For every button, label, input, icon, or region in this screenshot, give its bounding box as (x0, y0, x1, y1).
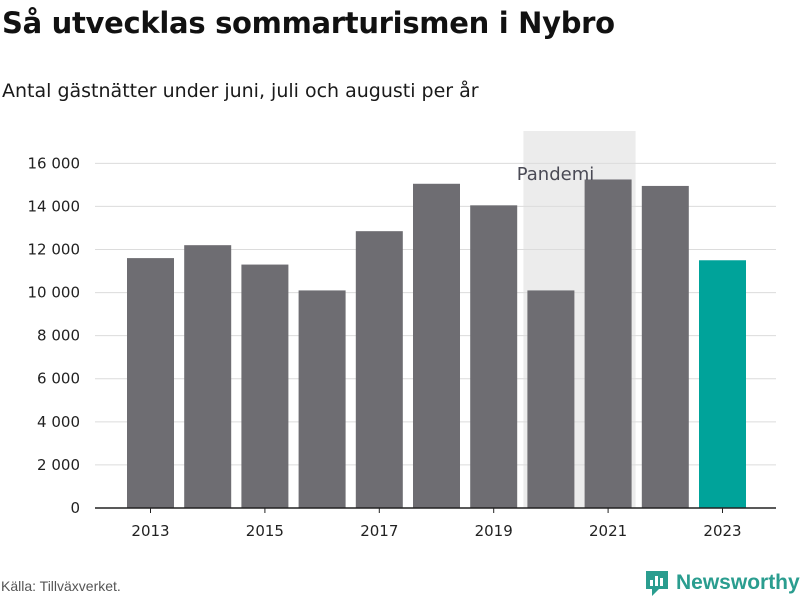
bar-2015 (241, 264, 289, 508)
bar-2013 (127, 258, 174, 508)
x-tick-label: 2013 (131, 522, 169, 540)
y-tick-label: 2 000 (37, 456, 80, 474)
x-tick-label: 2021 (589, 522, 627, 540)
x-tick-label: 2019 (475, 522, 513, 540)
bar-2022 (641, 185, 689, 509)
x-tick-label: 2017 (360, 522, 398, 540)
brand-logo: Newsworthy (644, 569, 800, 597)
y-tick-label: 0 (70, 499, 80, 517)
chart-subtitle: Antal gästnätter under juni, juli och au… (2, 80, 479, 102)
y-tick-label: 12 000 (28, 240, 81, 258)
bar-2014 (184, 245, 232, 509)
y-tick-label: 6 000 (37, 370, 80, 388)
bar-2016 (298, 290, 346, 508)
brand-name: Newsworthy (676, 571, 800, 594)
y-tick-label: 10 000 (28, 284, 81, 302)
bar-2023 (699, 260, 746, 508)
bar-2017 (355, 231, 403, 508)
bar-2018 (413, 183, 460, 508)
x-tick-label: 2023 (703, 522, 741, 540)
pandemic-label: Pandemi (517, 164, 595, 185)
x-tick-label: 2015 (246, 522, 284, 540)
y-tick-label: 8 000 (37, 327, 80, 345)
chart-title: Så utvecklas sommarturismen i Nybro (2, 6, 615, 40)
bar-2019 (470, 205, 518, 508)
y-tick-label: 14 000 (28, 197, 81, 215)
newsworthy-logo-icon (646, 571, 668, 596)
bar-2020 (527, 290, 575, 508)
bar-2021 (584, 179, 632, 508)
y-tick-label: 4 000 (37, 413, 80, 431)
source-note: Källa: Tillväxverket. (1, 578, 121, 594)
y-tick-label: 16 000 (28, 154, 81, 172)
